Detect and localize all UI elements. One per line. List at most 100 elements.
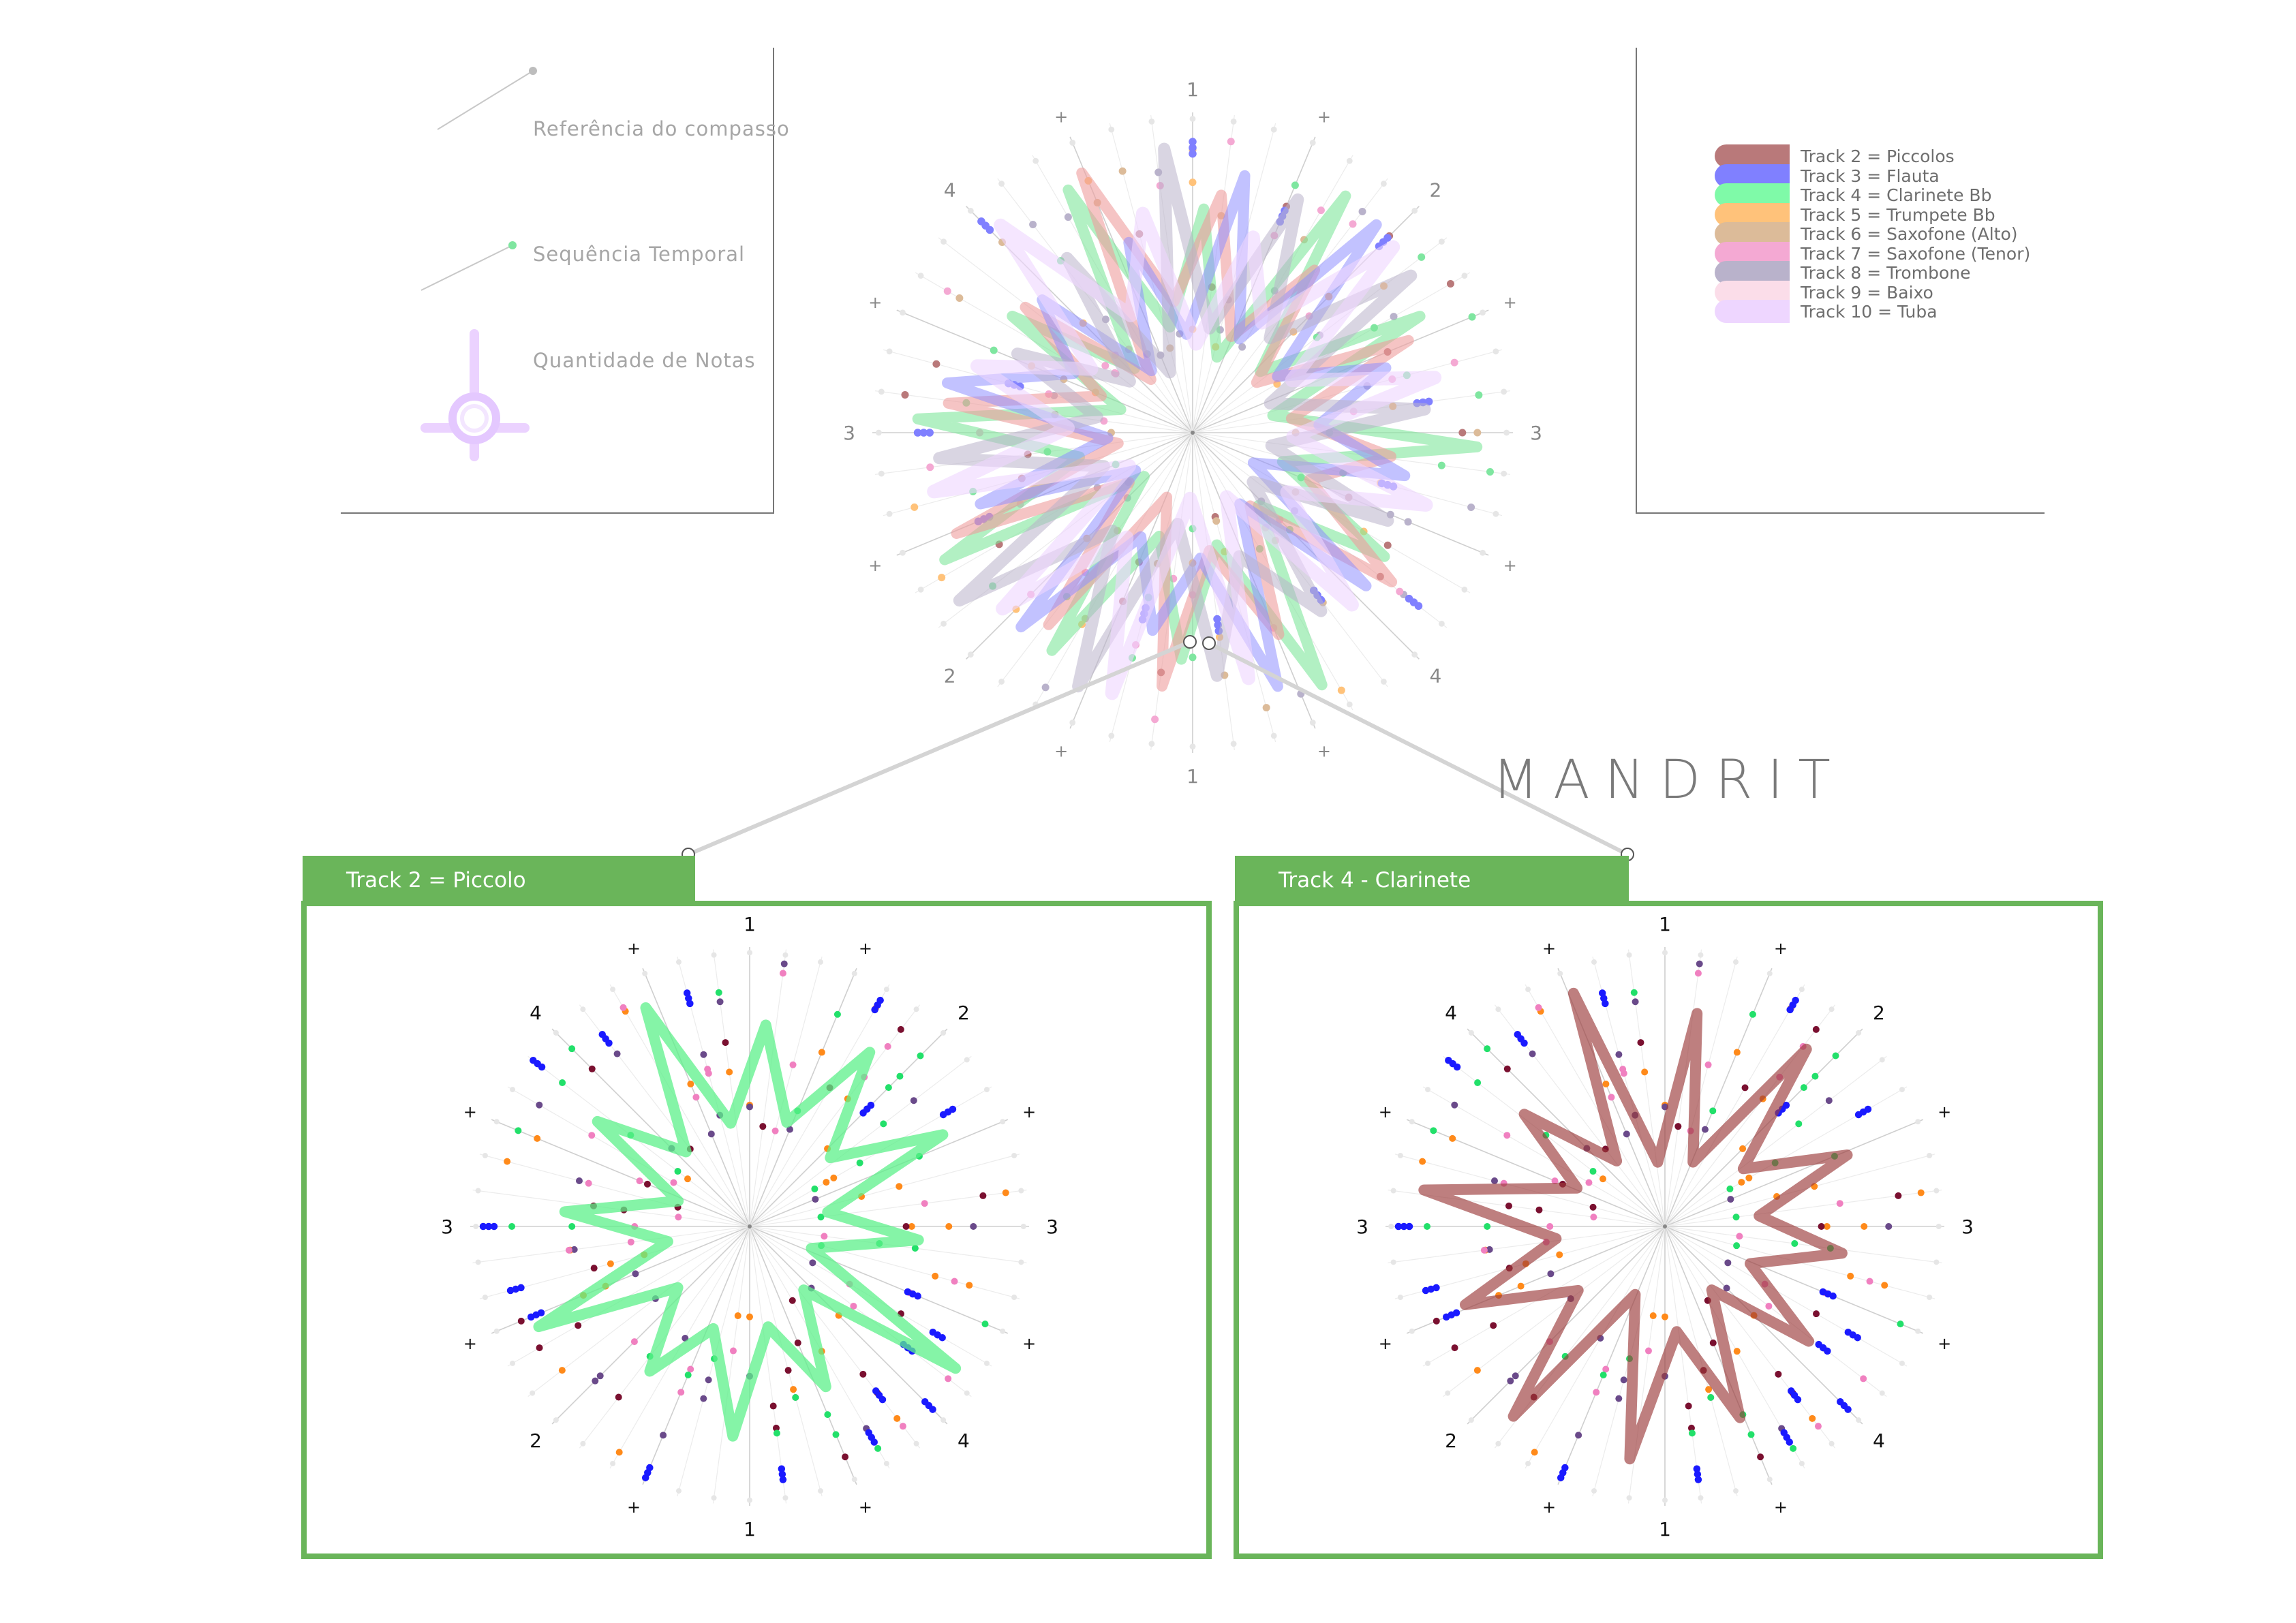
measure-end-dot — [676, 959, 682, 965]
note-dot — [675, 1214, 682, 1221]
note-dot — [1551, 1177, 1559, 1185]
note-dot — [1726, 1185, 1734, 1192]
note-dot — [1505, 1202, 1512, 1209]
measure-end-dot — [1461, 586, 1468, 593]
note-dot — [1809, 1415, 1816, 1422]
tab-track-4-clarinete[interactable]: Track 4 - Clarinete — [1235, 856, 1629, 905]
note-dot — [1101, 362, 1109, 370]
note-dot — [1644, 1347, 1652, 1355]
note-dot — [1189, 653, 1197, 662]
note-dot — [824, 1411, 831, 1419]
note-dot — [1546, 1223, 1554, 1230]
measure-end-dot — [1000, 1119, 1006, 1125]
note-cluster-dot — [1213, 615, 1221, 623]
note-cluster-dot — [779, 1476, 787, 1483]
measure-end-dot — [878, 388, 885, 395]
measure-end-dot — [782, 952, 789, 958]
tab-track-2-piccolo[interactable]: Track 2 = Piccolo — [303, 856, 695, 905]
note-dot — [1620, 1376, 1627, 1384]
note-dot — [1825, 1097, 1833, 1104]
note-dot — [811, 1185, 818, 1192]
legend-item-label: Track 7 = Saxofone (Tenor) — [1801, 243, 2031, 264]
note-dot — [1733, 1348, 1741, 1355]
note-dot — [842, 1453, 849, 1461]
center-hub — [748, 1224, 752, 1228]
note-dot — [1620, 1070, 1627, 1077]
measure-end-dot — [475, 1259, 481, 1265]
measure-end-dot — [1390, 1188, 1396, 1194]
measure-end-dot — [1525, 987, 1531, 993]
note-dot — [981, 1320, 989, 1328]
note-dot — [1630, 989, 1638, 996]
note-dot — [921, 1200, 928, 1207]
info-panel: Referência do compasso Sequência Tempora… — [341, 48, 789, 514]
note-cluster-dot — [1854, 1333, 1861, 1342]
note-dot — [1419, 1158, 1426, 1165]
spoke-line — [1664, 984, 1805, 1227]
note-dot — [1297, 690, 1305, 698]
measure-end-dot — [1493, 348, 1499, 355]
measure-end-dot — [1439, 620, 1445, 627]
note-cluster-dot — [1394, 1222, 1403, 1231]
note-dot — [729, 1347, 737, 1355]
measure-end-dot — [482, 1153, 488, 1159]
measure-end-dot — [883, 1460, 889, 1466]
note-cluster-dot — [1414, 602, 1423, 610]
beat-label: 2 — [944, 664, 956, 687]
beat-label: + — [627, 1498, 641, 1517]
beat-label: 2 — [1429, 179, 1441, 202]
note-dot — [1599, 1175, 1607, 1183]
measure-end-dot — [1390, 1259, 1396, 1265]
note-dot — [1733, 1049, 1741, 1056]
spoke-line — [749, 956, 823, 1227]
temporal-sequence-label: Sequência Temporal — [533, 243, 746, 266]
measure-end-dot — [964, 1390, 970, 1396]
note-cluster-dot — [598, 1030, 607, 1038]
note-dot — [1468, 313, 1476, 321]
center-hub — [1663, 1224, 1667, 1228]
note-cluster-dot — [914, 1292, 921, 1300]
measure-end-dot — [817, 959, 823, 965]
legend-swatch — [1715, 261, 1790, 284]
note-dot — [966, 1282, 973, 1289]
note-cluster-dot — [527, 1313, 535, 1321]
note-dot — [1861, 1223, 1868, 1230]
beat-label: + — [1938, 1102, 1951, 1122]
note-cluster-dot — [870, 1438, 878, 1446]
note-cluster-dot — [938, 1333, 946, 1342]
spoke-line — [749, 1154, 1020, 1227]
measure-end-dot — [1480, 549, 1486, 556]
beat-label: 2 — [1873, 1002, 1885, 1024]
note-dot — [1451, 1344, 1458, 1352]
spoke-line — [749, 1028, 948, 1227]
spoke-line — [479, 1226, 750, 1299]
note-dot — [1685, 1402, 1692, 1410]
beat-label: + — [1022, 1102, 1036, 1122]
measure-end-dot — [1148, 741, 1155, 747]
note-dot — [536, 1101, 543, 1109]
note-dot — [1547, 1270, 1555, 1278]
spoke-line — [1664, 956, 1738, 1227]
note-quantity-icon — [420, 329, 530, 461]
note-dot — [1739, 1145, 1747, 1152]
note-dot — [1575, 1432, 1582, 1439]
note-cluster-dot — [1829, 1292, 1837, 1300]
note-dot — [779, 970, 786, 977]
note-dot — [1823, 1223, 1831, 1230]
measure-end-dot — [530, 1390, 536, 1396]
note-dot — [568, 1223, 576, 1230]
measure-end-dot — [1380, 181, 1387, 187]
spoke-line — [749, 1004, 921, 1227]
note-dot — [1723, 1284, 1730, 1292]
note-dot — [1041, 683, 1050, 692]
note-cluster-dot — [1693, 1465, 1701, 1472]
note-dot — [780, 960, 788, 968]
note-dot — [1473, 429, 1482, 437]
measure-end-dot — [1935, 1224, 1942, 1229]
note-dot — [1795, 1120, 1803, 1128]
note-cluster-dot — [1786, 1438, 1794, 1446]
beat-label: + — [1054, 742, 1068, 761]
measure-end-dot — [917, 586, 924, 593]
measure-end-dot — [967, 207, 974, 214]
spoke-line — [1664, 1226, 1924, 1334]
